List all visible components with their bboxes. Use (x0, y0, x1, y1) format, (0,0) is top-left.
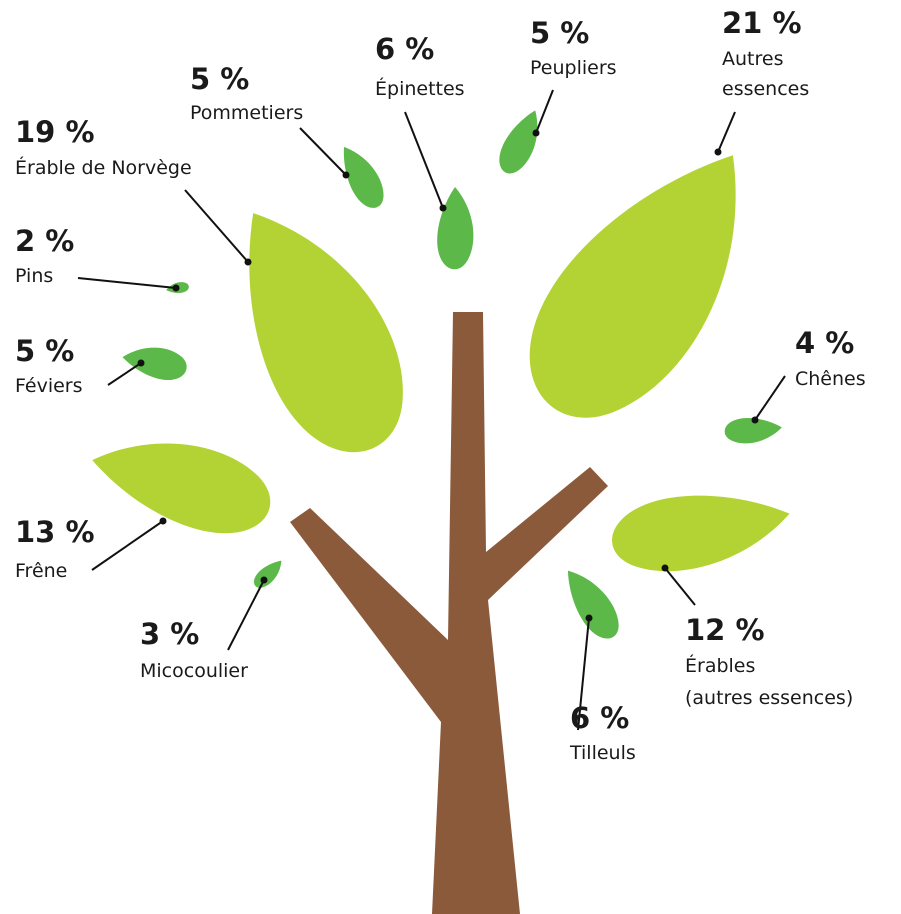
species-name: Érable de Norvège (15, 156, 192, 179)
species-name: Frêne (15, 560, 67, 582)
species-name: Pommetiers (190, 102, 303, 124)
species-name: essences (722, 78, 809, 100)
percent: 5 % (15, 334, 74, 368)
percent: 21 % (722, 6, 802, 40)
tree-infographic: 19 % Érable de Norvège 2 % Pins 5 % Févi… (0, 0, 901, 914)
leaf (606, 478, 796, 582)
leaf (120, 342, 189, 384)
leaf (554, 561, 628, 646)
percent: 12 % (685, 613, 765, 647)
percent: 5 % (530, 16, 589, 50)
species-name: (autres essences) (685, 687, 853, 709)
percent: 13 % (15, 515, 95, 549)
percent: 6 % (570, 701, 629, 735)
leaf (331, 139, 391, 213)
species-name: Tilleuls (569, 742, 636, 764)
species-name: Autres (722, 48, 783, 70)
species-name: Peupliers (530, 57, 617, 79)
species-name: Féviers (15, 375, 83, 397)
leaf (82, 421, 280, 546)
leaf (437, 187, 473, 269)
leaf (198, 183, 434, 476)
leaf (493, 104, 549, 179)
percent: 3 % (140, 617, 199, 651)
species-name: Micocoulier (140, 660, 248, 682)
percent: 19 % (15, 115, 95, 149)
species-name: Érables (685, 654, 755, 677)
percent: 6 % (375, 32, 434, 66)
leaf (250, 555, 287, 592)
species-name: Chênes (795, 368, 866, 390)
percent: 4 % (795, 326, 854, 360)
leaf (496, 114, 795, 452)
percent: 5 % (190, 62, 249, 96)
species-name: Épinettes (375, 77, 465, 100)
percent: 2 % (15, 224, 74, 258)
species-name: Pins (15, 265, 53, 287)
